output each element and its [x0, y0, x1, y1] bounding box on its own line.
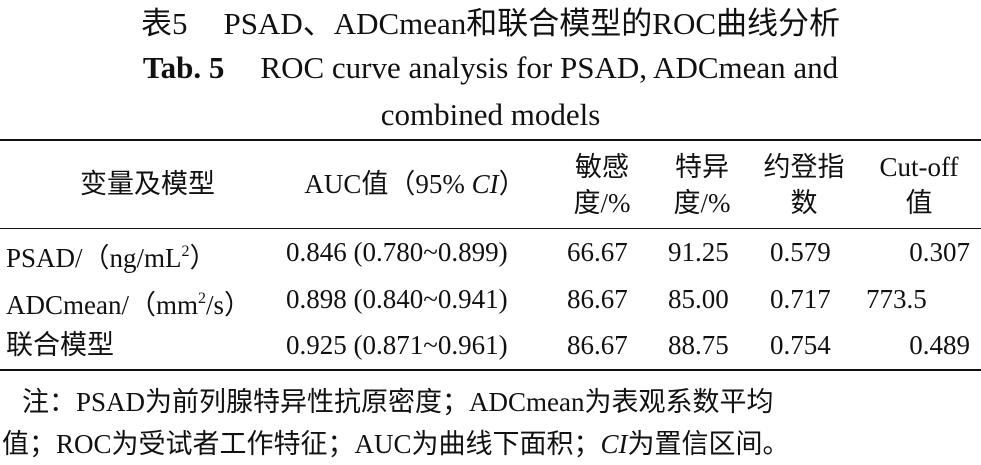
- table-title-cn: 表5 PSAD、ADCmean和联合模型的ROC曲线分析: [0, 4, 981, 44]
- row-psad-label: PSAD/（ng/mL2）: [6, 243, 217, 273]
- table-title-en-line2: combined models: [380, 97, 601, 132]
- header-cutoff: Cut-off 值: [879, 152, 959, 218]
- row-psad-youden: 0.579: [770, 237, 831, 267]
- table-title-en-line1: ROC curve analysis for PSAD, ADCmean and: [260, 50, 839, 85]
- row-psad-cutoff: 0.307: [909, 237, 970, 267]
- header-auc: AUC值（95% CI）: [304, 169, 526, 199]
- table-note-line1: 注：PSAD为前列腺特异性抗原密度；ADCmean为表观系数平均: [22, 387, 774, 417]
- row-psad-sensitivity: 66.67: [567, 237, 628, 267]
- row-psad-auc: 0.846 (0.780~0.899): [286, 237, 508, 267]
- row-combined-cutoff: 0.489: [909, 330, 970, 360]
- row-combined-auc: 0.925 (0.871~0.961): [286, 330, 508, 360]
- row-adcmean-specificity: 85.00: [668, 284, 729, 314]
- row-combined-specificity: 88.75: [668, 330, 729, 360]
- table-number-en: Tab. 5: [142, 50, 225, 85]
- row-adcmean-youden: 0.717: [770, 284, 831, 314]
- row-adcmean-sensitivity: 86.67: [567, 284, 628, 314]
- table-bottom-rule: [0, 369, 981, 371]
- header-variable-model: 变量及模型: [80, 169, 215, 199]
- header-specificity: 特异 度/%: [673, 152, 731, 218]
- row-adcmean-cutoff: 773.5: [866, 284, 927, 314]
- row-adcmean-auc: 0.898 (0.840~0.941): [286, 284, 508, 314]
- row-combined-youden: 0.754: [770, 330, 831, 360]
- table-header-rule: [0, 228, 981, 229]
- table-title-cn-text: PSAD、ADCmean和联合模型的ROC曲线分析: [223, 6, 841, 41]
- table-number-cn: 表5: [140, 6, 188, 41]
- header-youden: 约登指 数: [763, 152, 845, 218]
- row-combined-label: 联合模型: [6, 330, 114, 360]
- row-adcmean-label: ADCmean/（mm2/s）: [6, 290, 251, 320]
- header-sensitivity: 敏感 度/%: [573, 152, 631, 218]
- row-combined-sensitivity: 86.67: [567, 330, 628, 360]
- table-title-en: Tab. 5 ROC curve analysis for PSAD, ADCme…: [0, 48, 981, 88]
- table-note-line2: 值；ROC为受试者工作特征；AUC为曲线下面积；CI为置信区间。: [2, 429, 790, 459]
- row-psad-specificity: 91.25: [668, 237, 729, 267]
- table-top-rule: [0, 139, 981, 141]
